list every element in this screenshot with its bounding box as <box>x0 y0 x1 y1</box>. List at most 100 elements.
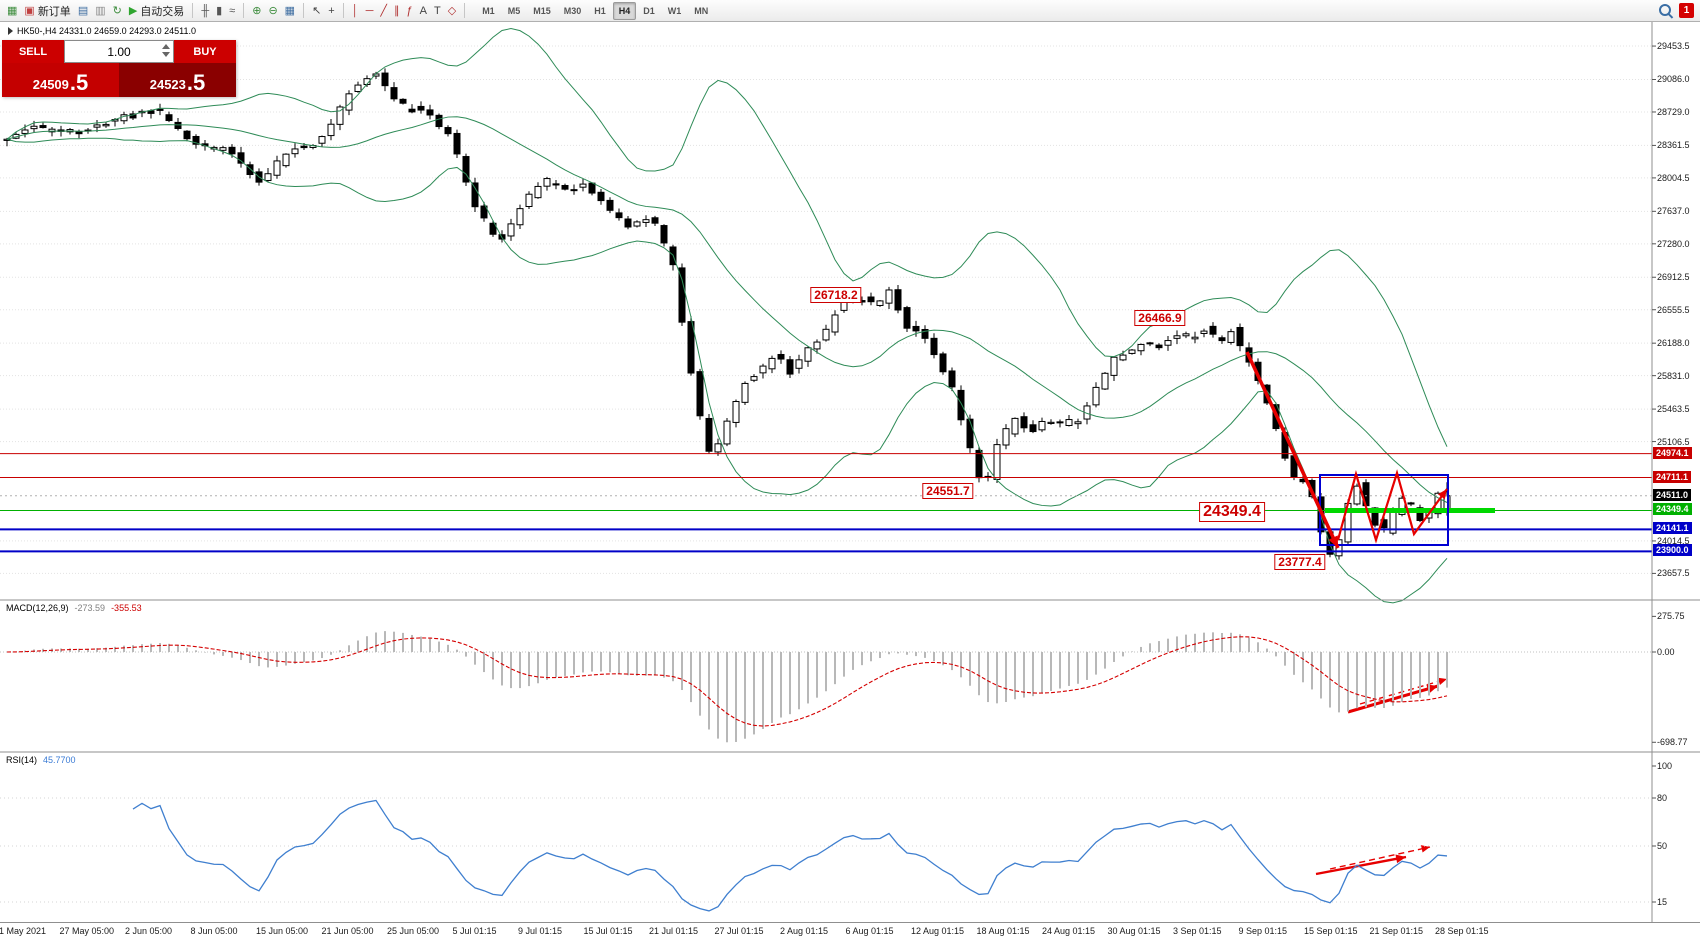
buy-price-main: 24523 <box>149 77 186 93</box>
time-label: 9 Jul 01:15 <box>518 926 563 936</box>
horizontal-level-lines[interactable] <box>0 453 1652 553</box>
rsi-trend-arrow-dashed[interactable] <box>1329 846 1431 870</box>
one-click-trading-panel: SELL 1.00 BUY 24509 .5 24523 .5 <box>2 40 236 97</box>
shapes-icon: ◇ <box>447 4 457 17</box>
zigzag-arrow[interactable] <box>1336 469 1448 544</box>
price-tick: 25106.5 <box>1657 436 1690 447</box>
notification-badge[interactable]: 1 <box>1679 3 1694 18</box>
new-chart-icon: ▦ <box>7 4 18 17</box>
macd-main-value: -273.59 <box>74 603 106 613</box>
candlestick-chart-button[interactable]: ▮ <box>213 2 225 20</box>
auto-trading-button[interactable]: ▶ 自动交易 <box>126 2 187 20</box>
cursor-icon: ↖ <box>312 4 322 17</box>
price-tick: 26912.5 <box>1657 272 1690 283</box>
trend-arrows[interactable] <box>1245 351 1448 876</box>
price-label-24141.1: 24141.1 <box>1653 522 1692 535</box>
text-label-icon: T <box>433 4 441 17</box>
macd-label: MACD(12,26,9) -273.59 -355.53 <box>6 603 142 613</box>
channel-icon: ∥ <box>394 4 400 17</box>
chart-windows-button[interactable]: ▤ <box>75 2 91 20</box>
zoom-in-button[interactable]: ⊕ <box>249 2 264 20</box>
fibonacci-icon: ƒ <box>406 4 413 17</box>
price-annotation-26718.2[interactable]: 26718.2 <box>810 287 862 303</box>
time-label: 21 Jul 01:15 <box>649 926 699 936</box>
zoom-out-icon: ⊖ <box>268 4 278 17</box>
channel-button[interactable]: ∥ <box>391 2 403 20</box>
zoom-out-button[interactable]: ⊖ <box>265 2 280 20</box>
buy-button[interactable]: BUY <box>174 40 236 63</box>
line-chart-button[interactable]: ≈ <box>226 2 238 20</box>
timeframe-m15[interactable]: M15 <box>533 5 551 16</box>
toolbar-separator <box>243 3 245 18</box>
timeframe-h1[interactable]: H1 <box>594 5 606 16</box>
fibonacci-button[interactable]: ƒ <box>404 2 416 20</box>
price-annotation-23777.4[interactable]: 23777.4 <box>1274 554 1326 570</box>
refresh-button[interactable]: ↻ <box>110 2 125 20</box>
time-label: 3 Sep 01:15 <box>1173 926 1222 936</box>
text-button[interactable]: A <box>417 2 430 20</box>
time-label: 21 May 2021 <box>0 926 47 936</box>
new-order-button[interactable]: ▣ 新订单 <box>21 2 73 20</box>
macd-trend-arrow-dashed[interactable] <box>1359 678 1448 705</box>
candlestick-chart-icon: ▮ <box>216 4 223 17</box>
auto-trading-icon: ▶ <box>128 4 138 17</box>
crosshair-icon: + <box>328 4 335 17</box>
price-tick: 28004.5 <box>1657 172 1690 183</box>
trendline-button[interactable]: ╱ <box>377 2 390 20</box>
volume-spinner <box>162 44 170 57</box>
sell-button[interactable]: SELL <box>2 40 64 63</box>
sell-price[interactable]: 24509 .5 <box>2 63 119 97</box>
price-tick: 23657.5 <box>1657 568 1690 579</box>
decline-arrow[interactable] <box>1245 351 1340 549</box>
rsi-value: 45.7700 <box>43 755 76 765</box>
tile-windows-button[interactable]: ▦ <box>282 2 298 20</box>
buy-price-pips: .5 <box>186 70 206 95</box>
rsi-trend-arrow[interactable] <box>1315 855 1407 876</box>
time-label: 9 Sep 01:15 <box>1238 926 1288 936</box>
time-label: 15 Jun 05:00 <box>256 926 309 936</box>
trade-panel-controls: SELL 1.00 BUY <box>2 40 236 63</box>
timeframe-d1[interactable]: D1 <box>643 5 655 16</box>
timeframe-m30[interactable]: M30 <box>563 5 582 16</box>
horizontal-line-button[interactable]: ─ <box>363 2 377 20</box>
buy-price[interactable]: 24523 .5 <box>119 63 236 97</box>
bollinger-bands <box>6 27 1448 604</box>
price-annotation-24551.7[interactable]: 24551.7 <box>922 483 974 499</box>
toolbar-separator <box>464 3 466 18</box>
timeframe-m5[interactable]: M5 <box>507 5 521 16</box>
timeframe-mn[interactable]: MN <box>694 5 709 16</box>
price-annotation-24349.4[interactable]: 24349.4 <box>1199 502 1265 522</box>
price-tick: 27637.0 <box>1657 206 1690 217</box>
shapes-button[interactable]: ◇ <box>445 2 459 20</box>
text-label-button[interactable]: T <box>431 2 444 20</box>
price-annotation-26466.9[interactable]: 26466.9 <box>1134 310 1186 326</box>
volume-up-button[interactable] <box>162 44 170 49</box>
time-label: 18 Aug 01:15 <box>976 926 1030 936</box>
time-axis[interactable]: 21 May 2021 27 May 05:00 2 Jun 05:00 8 Jun … <box>0 922 1700 939</box>
profiles-button[interactable]: ▥ <box>92 2 108 20</box>
search-icon[interactable] <box>1658 3 1673 18</box>
toolbar-separator <box>303 3 305 18</box>
cursor-button[interactable]: ↖ <box>309 2 324 20</box>
new-chart-button[interactable]: ▦ <box>4 2 20 20</box>
bar-chart-button[interactable]: ╫ <box>198 2 212 20</box>
timeframe-w1[interactable]: W1 <box>667 5 682 16</box>
rsi-name: RSI(14) <box>6 755 38 765</box>
auto-trading-label: 自动交易 <box>140 5 185 18</box>
timeframe-m1[interactable]: M1 <box>482 5 495 16</box>
crosshair-button[interactable]: + <box>325 2 337 20</box>
volume-input[interactable]: 1.00 <box>64 40 174 63</box>
new-order-icon: ▣ <box>24 4 35 17</box>
time-label: 6 Aug 01:15 <box>845 926 894 936</box>
vertical-line-button[interactable]: │ <box>349 2 362 20</box>
volume-down-button[interactable] <box>162 52 170 57</box>
macd-name: MACD(12,26,9) <box>6 603 69 613</box>
time-label: 21 Sep 01:15 <box>1369 926 1424 936</box>
macd-tick: 275.75 <box>1657 611 1685 622</box>
time-label: 30 Aug 01:15 <box>1107 926 1161 936</box>
timeframe-h4[interactable]: H4 <box>612 1 637 20</box>
sell-price-main: 24509 <box>32 77 69 93</box>
rsi-label: RSI(14) 45.7700 <box>6 755 76 765</box>
toolbar: ▦ ▣ 新订单 ▤ ▥ ↻ ▶ 自动交易 ╫ ▮ ≈ ⊕ ⊖ ▦ ↖ + │ ─ ╱ ∥ ƒ A T ◇ M1 M5 M15 M30… <box>0 0 1700 22</box>
